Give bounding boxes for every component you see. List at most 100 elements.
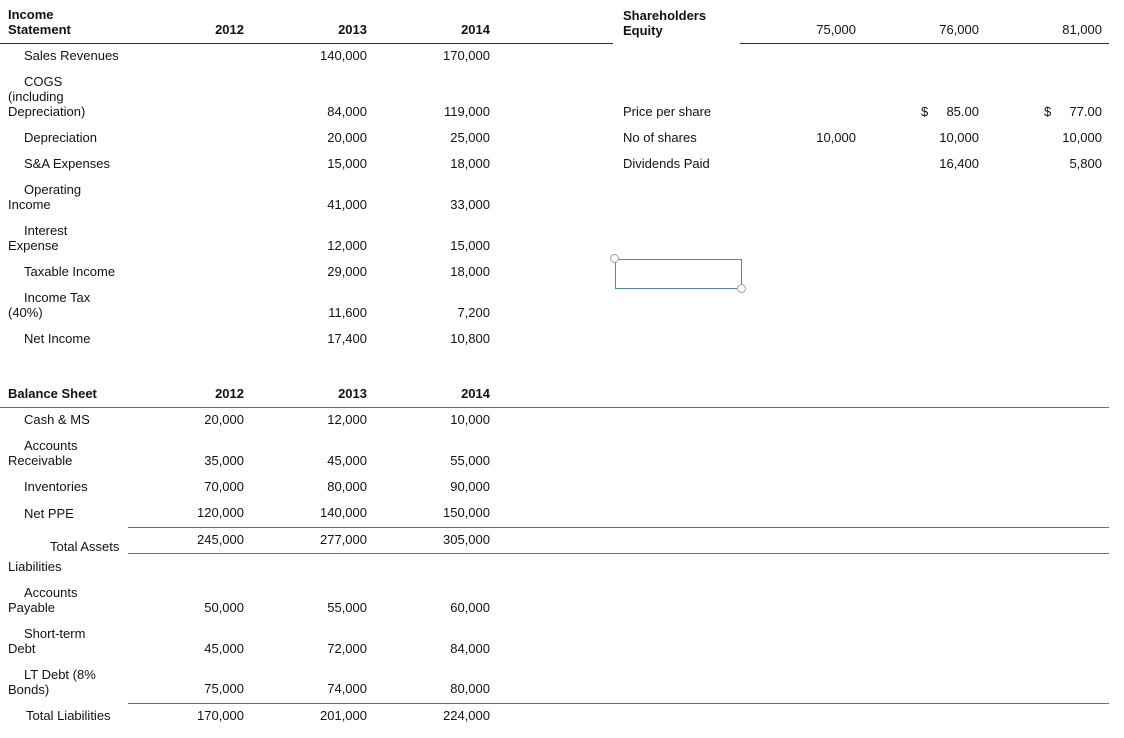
- cell-value: 20,000: [327, 130, 367, 145]
- cell-value: 7,200: [457, 305, 490, 320]
- cell-value: 20,000: [204, 412, 244, 427]
- table-row: Depreciation 20,000 25,000 No of shares …: [0, 119, 1109, 145]
- cell-value: [128, 212, 251, 253]
- cell-value: 245,000: [128, 527, 251, 554]
- balance-sheet-table: Balance Sheet 2012 2013 2014 Cash & MS 2…: [0, 386, 1109, 723]
- cell-value: 77.00: [1069, 104, 1102, 119]
- table-row: Cash & MS 20,000 12,000 10,000: [0, 408, 1109, 428]
- cell-value: 10,000: [1062, 130, 1102, 145]
- spacer-cell: [497, 145, 613, 171]
- cell-value: 85.00: [946, 104, 979, 119]
- column-header-2013: 2013: [251, 386, 374, 408]
- cell-value: [128, 44, 251, 64]
- cell-value: 150,000: [443, 505, 490, 520]
- se-header-value: 81,000: [986, 7, 1109, 44]
- table-row: Liabilities: [0, 554, 1109, 574]
- cell-value: [128, 320, 251, 346]
- table-row-total-liabilities: Total Liabilities 170,000 201,000 224,00…: [0, 703, 1109, 723]
- spacer-cell: [863, 44, 986, 64]
- cell-value: 33,000: [450, 197, 490, 212]
- row-label: Taxable Income: [24, 264, 116, 279]
- spacer-cell: [863, 320, 986, 346]
- spacer-cell: [497, 386, 1109, 408]
- cell-value: 224,000: [374, 703, 497, 723]
- cell-value: 10,000: [450, 412, 490, 427]
- spacer-cell: [740, 171, 863, 212]
- cell-value: 16,400: [939, 156, 979, 171]
- row-label: Operating Income: [8, 182, 82, 212]
- cell-value: 170,000: [128, 703, 251, 723]
- table-row: COGS (including Depreciation) 84,000 119…: [0, 63, 1109, 119]
- cell-value: [128, 279, 251, 320]
- cell-value: [128, 63, 251, 119]
- cell-value: 140,000: [320, 48, 367, 63]
- spacer-cell: [497, 63, 613, 119]
- resize-handle-bottom-right[interactable]: [737, 284, 746, 293]
- spacer-cell: [863, 212, 986, 253]
- table-row: Balance Sheet 2012 2013 2014: [0, 386, 1109, 408]
- spacer-cell: [497, 44, 613, 64]
- spacer-cell: [986, 253, 1109, 279]
- cell-value: 5,800: [1069, 156, 1102, 171]
- spacer-cell: [863, 253, 986, 279]
- dollar-sign: $: [1044, 104, 1052, 119]
- cell-value: 10,000: [816, 130, 856, 145]
- spacer-cell: [251, 554, 374, 574]
- spacer-cell: [497, 494, 1109, 528]
- cell-value: 119,000: [443, 104, 490, 119]
- selection-rectangle[interactable]: [615, 259, 742, 289]
- cell-value: 29,000: [327, 264, 367, 279]
- spacer-cell: [497, 615, 1109, 656]
- table-row: Sales Revenues 140,000 170,000: [0, 44, 1109, 64]
- cell-value: $77.00: [986, 63, 1109, 119]
- cell-value: 45,000: [327, 453, 367, 468]
- liabilities-heading: Liabilities: [8, 558, 62, 574]
- cell-value: [128, 171, 251, 212]
- cell-value: 50,000: [204, 599, 244, 615]
- cell-value: 305,000: [374, 527, 497, 554]
- row-label: Short-term Debt: [8, 625, 86, 656]
- resize-handle-top-left[interactable]: [610, 254, 619, 263]
- cell-value: [128, 253, 251, 279]
- row-label: Income Tax (40%): [8, 290, 91, 320]
- table-row: S&A Expenses 15,000 18,000 Dividends Pai…: [0, 145, 1109, 171]
- row-label: Dividends Paid: [623, 156, 710, 171]
- cell-value: 45,000: [204, 640, 244, 656]
- spacer-cell: [986, 44, 1109, 64]
- row-label: Accounts Payable: [8, 584, 78, 615]
- income-statement-title: Income Statement: [0, 7, 128, 44]
- cell-value: 90,000: [450, 479, 490, 494]
- row-label: COGS (including Depreciation): [8, 74, 86, 119]
- table-row: Interest Expense 12,000 15,000: [0, 212, 1109, 253]
- cell-value: 120,000: [197, 505, 244, 520]
- spacer-cell: [497, 212, 613, 253]
- spacer-cell: [497, 279, 613, 320]
- table-row: Inventories 70,000 80,000 90,000: [0, 468, 1109, 494]
- row-label: No of shares: [623, 130, 697, 145]
- cell-value: 70,000: [204, 479, 244, 494]
- cell-value: 18,000: [450, 264, 490, 279]
- cell-value: $85.00: [863, 63, 986, 119]
- se-header-value: 75,000: [740, 7, 863, 44]
- cell-value: 55,000: [327, 599, 367, 615]
- spacer-cell: [497, 574, 1109, 615]
- column-header-2012: 2012: [128, 386, 251, 408]
- cell-value: [128, 145, 251, 171]
- row-label: Total Assets: [50, 538, 120, 554]
- spacer-cell: [497, 468, 1109, 494]
- se-header-value: 76,000: [863, 7, 986, 44]
- cell-value: [128, 119, 251, 145]
- spacer-cell: [374, 554, 497, 574]
- cell-value: 35,000: [204, 453, 244, 468]
- spacer-cell: [497, 703, 1109, 723]
- row-label: Inventories: [24, 479, 88, 494]
- spacer-cell: [740, 320, 863, 346]
- row-label: Total Liabilities: [26, 708, 111, 723]
- table-row: Net PPE 120,000 140,000 150,000: [0, 494, 1109, 528]
- cell-value: 277,000: [251, 527, 374, 554]
- column-header-2014: 2014: [374, 7, 497, 44]
- cell-value: [740, 145, 863, 171]
- cell-value: 170,000: [443, 48, 490, 63]
- row-label: Depreciation: [24, 130, 97, 145]
- spacer-cell: [986, 320, 1109, 346]
